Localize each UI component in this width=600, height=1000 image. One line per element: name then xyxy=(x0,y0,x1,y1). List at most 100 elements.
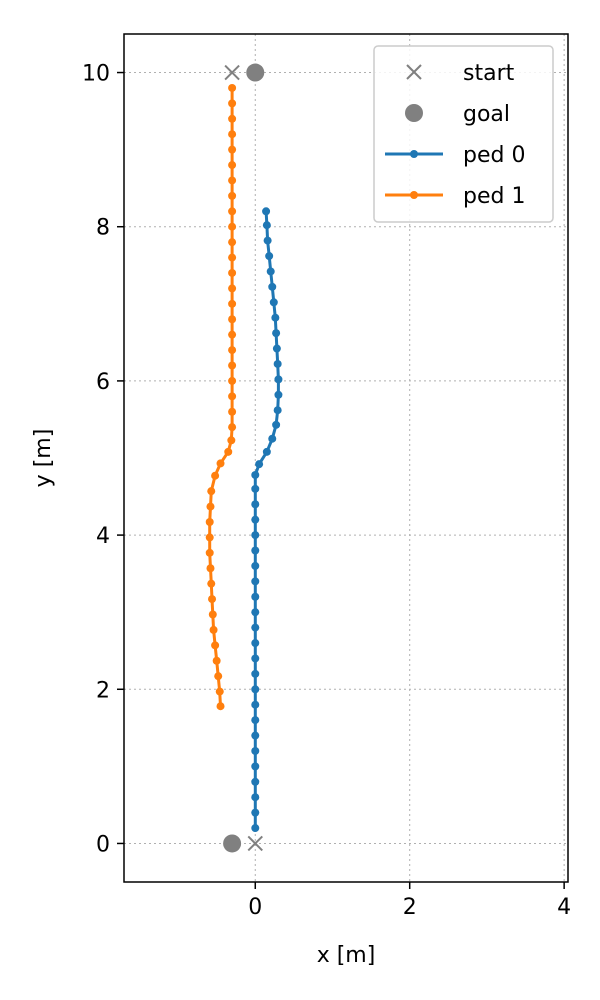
data-point xyxy=(262,207,271,216)
data-point xyxy=(228,222,237,231)
data-point xyxy=(251,484,260,493)
data-point xyxy=(251,639,260,648)
data-point xyxy=(228,161,237,170)
data-point xyxy=(272,344,281,353)
start-goal-markers xyxy=(223,63,265,853)
data-point xyxy=(228,238,237,247)
data-point xyxy=(211,471,220,480)
data-point xyxy=(228,299,237,308)
data-point xyxy=(268,434,277,443)
data-point xyxy=(274,390,283,399)
data-point xyxy=(251,746,260,755)
legend-dot-icon xyxy=(410,191,418,199)
data-point xyxy=(251,577,260,586)
data-point xyxy=(251,685,260,694)
x-tick-label: 4 xyxy=(557,895,571,920)
data-point xyxy=(251,500,260,509)
data-point xyxy=(274,375,283,384)
data-point xyxy=(224,447,233,456)
data-point xyxy=(255,460,264,469)
data-point xyxy=(251,793,260,802)
data-point xyxy=(251,623,260,632)
data-point xyxy=(251,777,260,786)
data-point xyxy=(228,392,237,401)
data-point xyxy=(208,595,217,604)
x-tick-label: 2 xyxy=(403,895,417,920)
y-tick-label: 10 xyxy=(82,62,110,87)
legend-box xyxy=(373,45,554,223)
data-point xyxy=(228,145,237,154)
legend-label: goal xyxy=(463,102,510,127)
data-point xyxy=(228,346,237,355)
y-tick-label: 4 xyxy=(96,524,110,549)
legend-goal-icon xyxy=(405,104,423,122)
data-point xyxy=(263,236,272,245)
data-point xyxy=(209,625,218,634)
data-point xyxy=(251,546,260,555)
y-tick-label: 0 xyxy=(96,832,110,857)
data-point xyxy=(251,808,260,817)
data-point xyxy=(228,130,237,139)
y-tick-label: 2 xyxy=(96,678,110,703)
x-stroke xyxy=(247,835,263,852)
data-point xyxy=(251,592,260,601)
data-point xyxy=(251,700,260,709)
data-point xyxy=(265,252,274,261)
x-tick-label: 0 xyxy=(248,895,262,920)
data-point xyxy=(272,420,281,429)
data-point xyxy=(272,329,281,338)
data-point xyxy=(227,436,236,445)
data-point xyxy=(228,99,237,108)
data-point xyxy=(228,361,237,370)
data-point xyxy=(212,656,221,665)
data-point xyxy=(214,672,223,681)
y-tick-label: 6 xyxy=(96,370,110,395)
legend-start-icon xyxy=(406,64,422,80)
goal-marker xyxy=(246,63,265,82)
goal-marker xyxy=(223,834,242,853)
data-point xyxy=(251,669,260,678)
data-point xyxy=(251,470,260,479)
data-point xyxy=(215,687,224,696)
legend-label: start xyxy=(463,61,515,86)
data-point xyxy=(251,824,260,833)
y-tick-label: 8 xyxy=(96,216,110,241)
data-point xyxy=(205,517,214,526)
data-point xyxy=(216,459,225,468)
x-stroke xyxy=(406,64,422,80)
data-point xyxy=(271,313,280,322)
data-point xyxy=(205,548,214,557)
data-point xyxy=(269,298,278,307)
data-point xyxy=(208,610,217,619)
series-layer xyxy=(205,83,283,833)
data-point xyxy=(273,406,282,415)
data-point xyxy=(216,702,225,711)
legend-label: ped 0 xyxy=(463,143,525,168)
y-axis-label: y [m] xyxy=(31,429,56,488)
data-point xyxy=(205,533,214,542)
data-point xyxy=(211,641,220,650)
legend: start goal ped 0 ped 1 xyxy=(373,45,554,223)
data-point xyxy=(228,284,237,293)
data-point xyxy=(206,564,215,573)
data-point xyxy=(228,207,237,216)
data-point xyxy=(251,716,260,725)
x-axis-label: x [m] xyxy=(317,943,376,968)
data-point xyxy=(262,447,271,456)
data-point xyxy=(251,762,260,771)
data-point xyxy=(207,579,216,588)
legend-dot-icon xyxy=(410,150,418,158)
data-point xyxy=(251,654,260,663)
data-point xyxy=(207,487,216,496)
data-point xyxy=(228,253,237,262)
data-point xyxy=(251,731,260,740)
data-point xyxy=(228,83,237,92)
start-marker xyxy=(224,64,240,81)
data-point xyxy=(262,221,271,230)
ticks: 0 2 4 0 2 4 6 8 10 xyxy=(82,62,571,920)
data-point xyxy=(228,114,237,123)
data-point xyxy=(206,502,215,511)
legend-label: ped 1 xyxy=(463,184,525,209)
data-point xyxy=(228,423,237,432)
